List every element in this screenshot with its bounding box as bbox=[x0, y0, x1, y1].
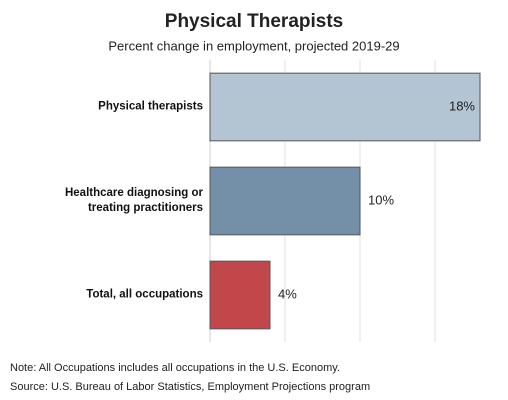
value-label: 10% bbox=[368, 192, 394, 207]
bar bbox=[209, 260, 271, 330]
category-label: Healthcare diagnosing or treating practi… bbox=[64, 187, 203, 214]
bar bbox=[209, 166, 361, 236]
chart-title: Physical Therapists bbox=[165, 11, 343, 32]
bar bbox=[209, 72, 481, 142]
category-label: Total, all occupations bbox=[86, 288, 203, 301]
category-label: Physical therapists bbox=[98, 100, 203, 113]
chart-subtitle: Percent change in employment, projected … bbox=[108, 38, 399, 53]
value-label: 4% bbox=[278, 286, 297, 301]
footnote: Note: All Occupations includes all occup… bbox=[10, 362, 340, 374]
value-label: 18% bbox=[449, 98, 475, 113]
footnote: Source: U.S. Bureau of Labor Statistics,… bbox=[10, 381, 371, 393]
